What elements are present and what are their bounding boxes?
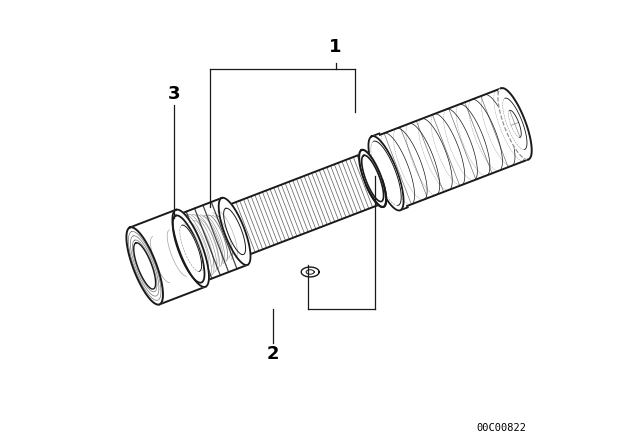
Polygon shape bbox=[508, 110, 521, 138]
Polygon shape bbox=[380, 88, 529, 206]
Polygon shape bbox=[301, 267, 319, 277]
Text: 3: 3 bbox=[168, 85, 180, 103]
Polygon shape bbox=[172, 210, 209, 287]
Polygon shape bbox=[498, 88, 532, 159]
Polygon shape bbox=[180, 225, 202, 271]
Polygon shape bbox=[176, 198, 248, 283]
Polygon shape bbox=[219, 153, 382, 259]
Polygon shape bbox=[306, 270, 314, 274]
Polygon shape bbox=[371, 141, 401, 206]
Polygon shape bbox=[369, 136, 404, 211]
Polygon shape bbox=[361, 153, 385, 204]
Polygon shape bbox=[126, 227, 163, 305]
Polygon shape bbox=[372, 134, 408, 210]
Polygon shape bbox=[130, 210, 205, 304]
Polygon shape bbox=[362, 155, 383, 202]
Polygon shape bbox=[359, 150, 386, 207]
Polygon shape bbox=[173, 215, 205, 283]
Text: 00C00822: 00C00822 bbox=[476, 423, 527, 433]
Polygon shape bbox=[223, 208, 246, 254]
Polygon shape bbox=[502, 98, 527, 150]
Text: 1: 1 bbox=[330, 38, 342, 56]
Polygon shape bbox=[219, 198, 250, 265]
Text: 2: 2 bbox=[267, 345, 279, 363]
Polygon shape bbox=[134, 243, 156, 289]
